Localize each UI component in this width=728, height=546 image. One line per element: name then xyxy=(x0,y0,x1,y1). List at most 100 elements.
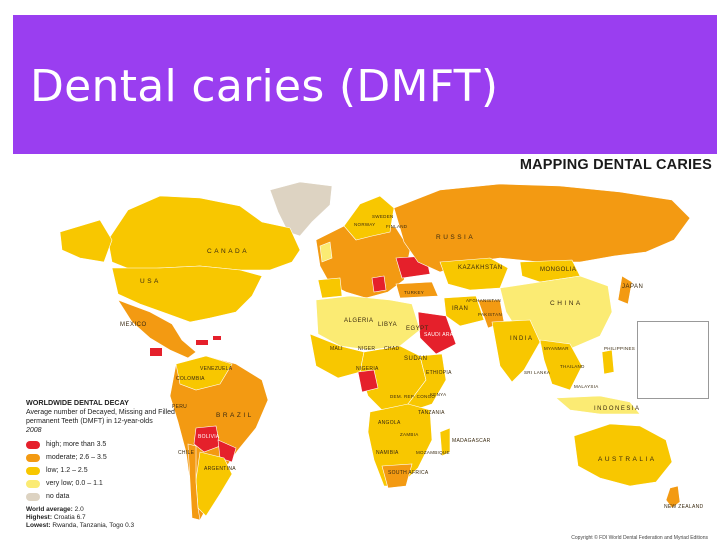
new-zealand-region xyxy=(665,485,681,509)
stat-lowest-value: Rwanda, Tanzania, Togo 0.3 xyxy=(52,522,135,529)
legend-label-high: high; more than 3.5 xyxy=(46,441,107,448)
label-madagascar: MADAGASCAR xyxy=(452,438,491,444)
label-finland: FINLAND xyxy=(386,224,408,229)
label-zambia: ZAMBIA xyxy=(400,432,419,437)
label-angola: ANGOLA xyxy=(378,420,401,426)
mexico-region xyxy=(117,299,197,359)
stat-lowest-label: Lowest: xyxy=(26,522,51,529)
label-sudan: SUDAN xyxy=(404,356,428,362)
label-nigeria: NIGERIA xyxy=(356,366,379,372)
stat-highest-label: Highest: xyxy=(26,514,52,521)
label-kenya: KENYA xyxy=(430,392,447,397)
legend-item-no-data: no data xyxy=(26,492,196,503)
label-dr-congo: DEM. REP. CONGO xyxy=(390,394,436,399)
legend-label-low: low; 1.2 – 2.5 xyxy=(46,467,88,474)
stat-average-value: 2.0 xyxy=(74,506,84,513)
label-argentina: ARGENTINA xyxy=(204,466,236,472)
kazakhstan-region xyxy=(439,257,509,291)
label-thailand: THAILAND xyxy=(560,364,585,369)
label-indonesia: INDONESIA xyxy=(594,406,641,412)
colombia-venezuela-region xyxy=(175,355,233,391)
label-libya: LIBYA xyxy=(378,322,398,328)
map-legend: WORLDWIDE DENTAL DECAY Average number of… xyxy=(26,398,196,505)
title-band: Dental caries (DMFT) xyxy=(13,15,717,154)
legend-subtitle: Average number of Decayed, Missing and F… xyxy=(26,409,175,425)
legend-label-no-data: no data xyxy=(46,493,70,500)
paraguay-region xyxy=(217,439,237,463)
label-japan: JAPAN xyxy=(622,284,644,290)
label-peru: PERU xyxy=(172,404,188,410)
russia-region xyxy=(393,183,691,273)
stat-average: World average: 2.0 xyxy=(26,506,134,514)
croatia-region xyxy=(371,275,387,293)
label-mozambique: MOZAMBIQUE xyxy=(416,450,450,455)
indonesia-region xyxy=(555,395,641,415)
label-new-zealand: NEW ZEALAND xyxy=(664,504,704,510)
label-niger: NIGER xyxy=(358,346,376,352)
stat-average-label: World average: xyxy=(26,506,73,513)
label-mali: MALI xyxy=(330,346,343,352)
usa-region xyxy=(111,265,263,323)
label-egypt: EGYPT xyxy=(406,326,429,332)
label-malaysia: MALAYSIA xyxy=(574,384,599,389)
philippines-region xyxy=(601,349,615,375)
map-title: MAPPING DENTAL CARIES xyxy=(519,157,712,173)
label-myanmar: MYANMAR xyxy=(544,346,569,351)
label-china: CHINA xyxy=(550,300,583,307)
label-mexico: MEXICO xyxy=(120,322,147,328)
scandinavia-region xyxy=(343,195,395,241)
australia-region xyxy=(573,423,673,487)
north-africa-region xyxy=(315,295,421,351)
cameroon-region xyxy=(357,369,379,393)
legend-label-moderate: moderate; 2.6 – 3.5 xyxy=(46,454,107,461)
label-canada: CANADA xyxy=(207,248,250,255)
label-saudi: SAUDI ARABIA xyxy=(424,332,463,338)
canada-region xyxy=(107,195,301,271)
greenland-region xyxy=(269,181,333,237)
label-australia: AUSTRALIA xyxy=(598,456,657,463)
label-india: INDIA xyxy=(510,336,534,342)
legend-item-very-low: very low; 0.0 – 1.1 xyxy=(26,479,196,490)
label-kazakhstan: KAZAKHSTAN xyxy=(458,265,503,271)
label-mongolia: MONGOLIA xyxy=(540,267,577,273)
label-sweden: SWEDEN xyxy=(372,214,394,219)
label-iran: IRAN xyxy=(452,306,469,312)
slide-title: Dental caries (DMFT) xyxy=(30,61,499,112)
legend-swatch-low xyxy=(26,467,40,475)
label-afghanistan: AFGHANISTAN xyxy=(466,298,501,303)
caribbean-high-2 xyxy=(213,336,221,340)
south-africa-region xyxy=(381,463,413,489)
label-ethiopia: ETHIOPIA xyxy=(426,370,452,376)
caribbean-high-1 xyxy=(196,340,208,345)
label-tanzania: TANZANIA xyxy=(418,410,445,416)
copyright-notice: Copyright © FDI World Dental Federation … xyxy=(571,535,708,541)
legend-title: WORLDWIDE DENTAL DECAY xyxy=(26,398,129,407)
central-america-high xyxy=(150,348,162,356)
iran-region xyxy=(443,295,485,327)
se-asia-region xyxy=(539,339,583,391)
world-stats: World average: 2.0 Highest: Croatia 6.7 … xyxy=(26,506,134,530)
legend-item-high: high; more than 3.5 xyxy=(26,440,196,451)
bolivia-region xyxy=(193,425,221,453)
india-region xyxy=(491,319,541,383)
label-colombia: COLOMBIA xyxy=(176,376,205,382)
label-sri-lanka: SRI LANKA xyxy=(524,370,551,375)
legend-swatch-moderate xyxy=(26,454,40,462)
chile-region xyxy=(187,443,201,521)
saudi-region xyxy=(417,311,457,355)
label-namibia: NAMIBIA xyxy=(376,450,399,456)
label-turkey: TURKEY xyxy=(404,290,425,295)
pacific-islands-inset xyxy=(637,321,709,399)
japan-region xyxy=(617,275,633,305)
turkey-region xyxy=(395,281,439,299)
label-philippines: PHILIPPINES xyxy=(604,346,636,351)
legend-item-moderate: moderate; 2.6 – 3.5 xyxy=(26,453,196,464)
label-bolivia: BOLIVIA xyxy=(198,434,220,440)
label-brazil: BRAZIL xyxy=(216,412,254,419)
label-norway: NORWAY xyxy=(354,222,376,227)
label-venezuela: VENEZUELA xyxy=(200,366,233,372)
label-south-africa: SOUTH AFRICA xyxy=(388,470,429,476)
stat-highest: Highest: Croatia 6.7 xyxy=(26,514,134,522)
label-usa: USA xyxy=(140,278,161,285)
